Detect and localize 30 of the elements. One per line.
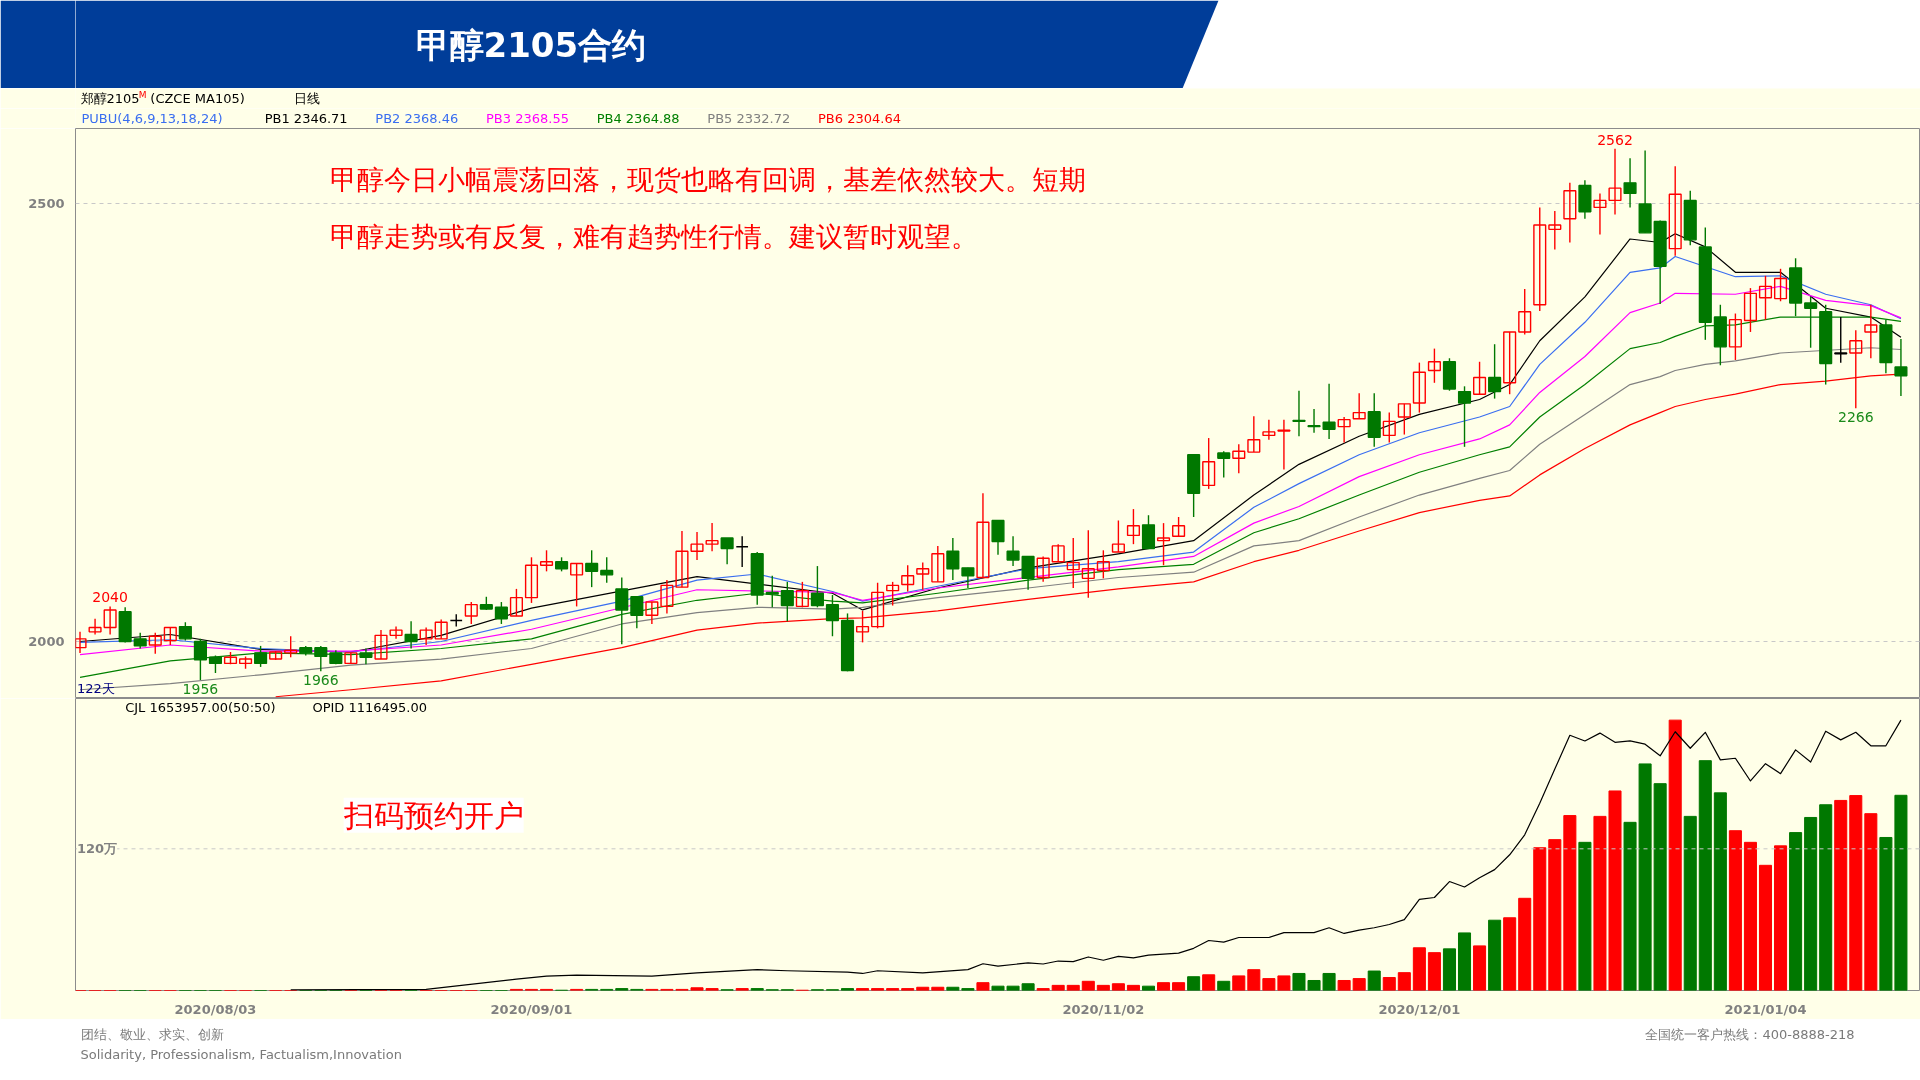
annotation: 1966	[302, 672, 339, 689]
text: OPID 1116495.00	[312, 699, 428, 715]
text: CJL 1653957.00(50:50)	[125, 699, 276, 715]
text: PB1 2346.71	[264, 111, 348, 126]
y-tick-label: 2500	[28, 195, 65, 211]
annotation: 2562	[1597, 131, 1633, 148]
text: Solidarity, Professionalism, Factualism,Innovation	[80, 1047, 402, 1062]
ref-line-label: 120万	[77, 841, 118, 857]
x-tick-label: 2020/08/03	[174, 1001, 257, 1017]
text: 团结、敬业、求实、创新	[80, 1027, 224, 1042]
x-tick-label: 2021/01/04	[1724, 1001, 1807, 1017]
annotation: 2040	[92, 589, 128, 606]
annotation: 扫码预约开户	[342, 797, 524, 833]
text: 全国统一客户热线：400-8888-218	[1645, 1027, 1855, 1042]
annotation: 1956	[182, 681, 219, 698]
text: 日线	[293, 91, 320, 106]
x-tick-label: 2020/12/01	[1378, 1001, 1461, 1017]
x-tick-label: 2020/09/01	[490, 1001, 573, 1017]
text: PB4 2364.88	[596, 111, 680, 126]
annotation: 2266	[1837, 409, 1874, 426]
annotation: 122天	[77, 680, 115, 696]
legend-title: PUBU(4,6,9,13,18,24)	[81, 111, 223, 126]
y-tick-label: 2000	[28, 634, 65, 649]
text: PB3 2368.55	[486, 111, 569, 126]
text: PB5 2332.72	[707, 111, 791, 126]
text: PB2 2368.46	[375, 111, 459, 126]
x-tick-label: 2020/11/02	[1062, 1001, 1145, 1017]
chart-title: 甲醇2105合约	[415, 24, 647, 65]
annotation: 甲醇今日小幅震荡回落，现货也略有回调，基差依然较大。短期甲醇走势或有反复，难有趋势性行情。建议暂时观望。	[329, 164, 1086, 253]
text: PB6 2304.64	[818, 111, 901, 126]
